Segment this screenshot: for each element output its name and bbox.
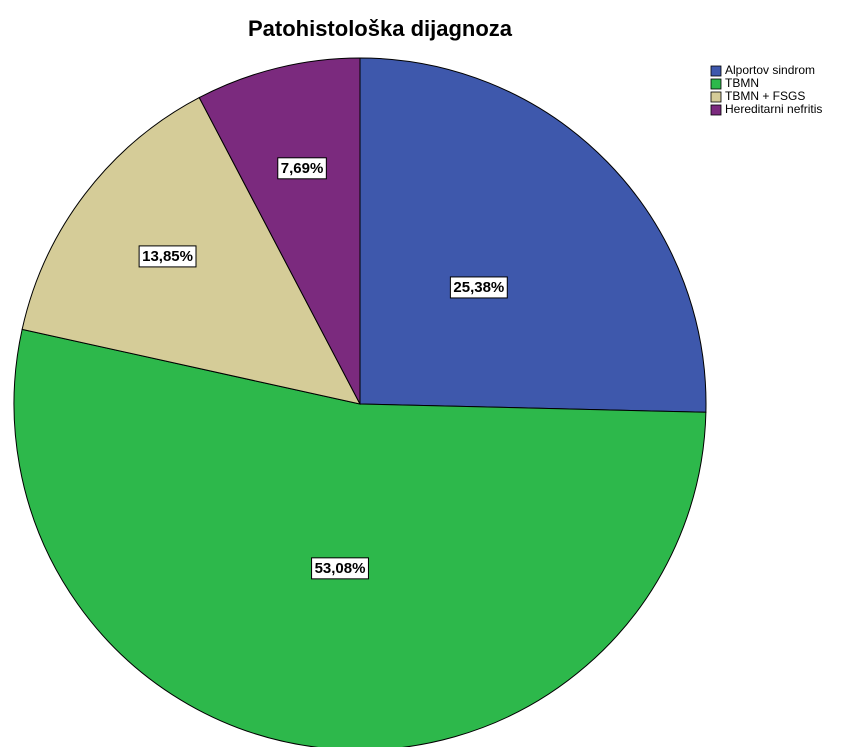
data-label: 13,85% xyxy=(138,245,197,268)
legend-swatch xyxy=(710,104,722,116)
data-label-text: 7,69% xyxy=(281,160,324,177)
data-label: 53,08% xyxy=(311,557,369,580)
legend-label: Alportov sindrom xyxy=(725,63,815,77)
pie-slice xyxy=(198,57,361,405)
legend-swatch xyxy=(710,65,722,77)
data-label: 25,38% xyxy=(449,276,508,299)
data-label-box xyxy=(449,276,508,299)
legend-label: TBMN + FSGS xyxy=(725,89,805,103)
data-label-box xyxy=(138,245,197,268)
legend-swatch xyxy=(710,91,722,103)
data-label: 7,69% xyxy=(277,157,327,180)
pie-slice xyxy=(13,328,707,747)
data-label-text: 25,38% xyxy=(453,279,504,296)
data-label-text: 13,85% xyxy=(142,248,193,265)
data-label-box xyxy=(311,557,369,580)
pie-slice xyxy=(359,57,707,413)
legend-swatch xyxy=(710,78,722,90)
chart-title: Patohistološka dijagnoza xyxy=(248,16,513,41)
legend-label: TBMN xyxy=(725,76,759,90)
data-label-text: 53,08% xyxy=(315,560,366,577)
data-label-box xyxy=(277,157,327,180)
legend-label: Hereditarni nefritis xyxy=(725,102,822,116)
